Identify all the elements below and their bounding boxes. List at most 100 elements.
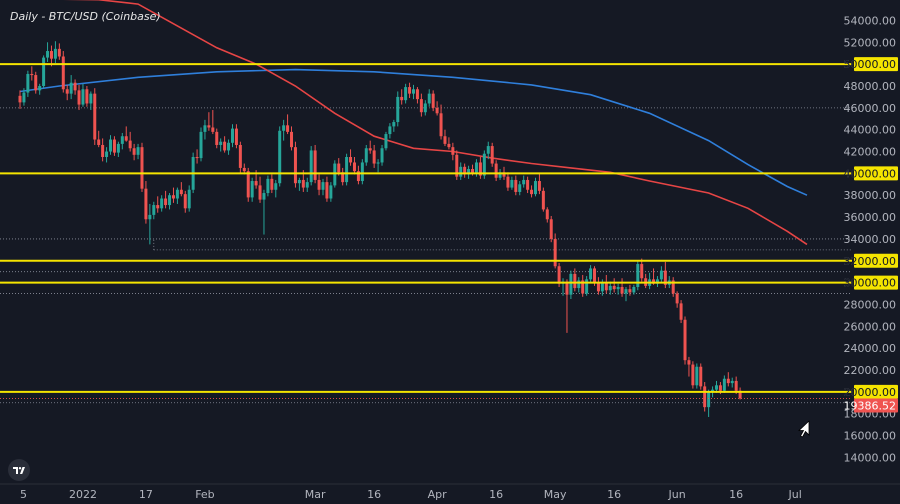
candle — [506, 172, 510, 191]
candle-body — [38, 85, 42, 91]
candle-body — [372, 150, 376, 164]
candle — [482, 150, 486, 179]
y-tick-label: 16000.00 — [844, 430, 897, 443]
candle — [388, 123, 392, 139]
candle-body — [577, 280, 581, 289]
candle-body — [57, 48, 61, 57]
candle — [22, 88, 26, 106]
candle — [636, 260, 640, 291]
candle-body — [589, 268, 593, 280]
candle-body — [620, 286, 624, 294]
candle-body — [691, 364, 695, 386]
candle — [419, 93, 423, 117]
candle-body — [640, 264, 644, 279]
candle-body — [109, 139, 113, 152]
x-tick-label: 16 — [367, 488, 381, 501]
candle-body — [478, 162, 482, 176]
candle — [726, 372, 730, 387]
candle — [526, 176, 530, 194]
candle-body — [148, 214, 152, 220]
candle-body — [89, 93, 93, 104]
candle — [443, 129, 447, 147]
candle-body — [297, 179, 301, 184]
candle — [408, 82, 412, 99]
candle-body — [553, 238, 557, 267]
candle — [349, 149, 353, 166]
candle-body — [530, 189, 534, 195]
candle-body — [199, 131, 203, 159]
candle-body — [183, 194, 187, 209]
candle-body — [396, 96, 400, 123]
level-price-tag: 32000.00 — [844, 253, 898, 268]
support-resistance-levels — [0, 63, 852, 393]
candle-body — [317, 179, 321, 190]
candle-body — [412, 89, 415, 94]
candle-body — [593, 268, 597, 283]
candle-body — [734, 380, 738, 391]
candle-body — [333, 163, 337, 186]
level-tag-label: 32000.00 — [844, 255, 897, 268]
y-tick-label: 48000.00 — [844, 80, 897, 93]
candle — [352, 156, 356, 175]
candle — [168, 193, 172, 210]
candle — [183, 190, 187, 213]
candle-body — [569, 273, 573, 295]
candle-body — [510, 179, 514, 188]
candle — [317, 174, 321, 196]
candle-body — [384, 134, 388, 149]
candle — [132, 143, 136, 161]
candle — [203, 119, 207, 140]
candle-body — [356, 171, 360, 182]
candle-body — [26, 73, 30, 93]
candle — [569, 270, 573, 300]
candle-body — [718, 385, 722, 391]
y-tick-label: 24000.00 — [844, 342, 897, 355]
x-axis-ticks: 5 2022 17 Feb Mar 16 Apr 16 May 16 Jun 16 Jul — [20, 488, 802, 501]
candle-body — [274, 183, 278, 190]
candle-body — [61, 56, 65, 90]
y-tick-label: 14000.00 — [844, 451, 897, 464]
candle — [612, 278, 616, 293]
candle — [73, 79, 77, 95]
candle-body — [156, 205, 160, 209]
candle-body — [502, 172, 506, 177]
candle-body — [175, 189, 179, 199]
candle — [498, 169, 502, 180]
candle-body — [632, 286, 636, 293]
candle — [699, 363, 703, 390]
candle — [585, 276, 589, 296]
candle — [545, 207, 549, 223]
candle — [364, 144, 368, 166]
candle — [510, 176, 514, 190]
candle-body — [431, 93, 435, 108]
candle-body — [65, 89, 69, 94]
candle-body — [663, 270, 667, 285]
candle — [152, 201, 156, 220]
candle-body — [223, 141, 227, 151]
candle — [360, 159, 364, 185]
candle — [663, 261, 667, 289]
candle — [431, 90, 435, 112]
candle — [695, 363, 699, 389]
candle — [376, 159, 380, 173]
candle — [282, 119, 286, 141]
candle-body — [506, 176, 510, 188]
candle-body — [128, 140, 132, 149]
candle-body — [105, 151, 109, 157]
candle-body — [679, 303, 683, 320]
candle — [451, 142, 455, 161]
candle-body — [392, 122, 396, 127]
candle — [42, 55, 46, 89]
candle — [439, 104, 443, 140]
candle — [341, 167, 345, 186]
candle — [160, 195, 164, 212]
candle — [179, 182, 183, 197]
current-price-bg — [854, 398, 898, 413]
candle — [396, 91, 400, 127]
candle — [384, 131, 388, 151]
candle-body — [467, 169, 471, 175]
candle — [608, 281, 612, 295]
candle — [687, 356, 691, 377]
candle — [293, 141, 297, 188]
